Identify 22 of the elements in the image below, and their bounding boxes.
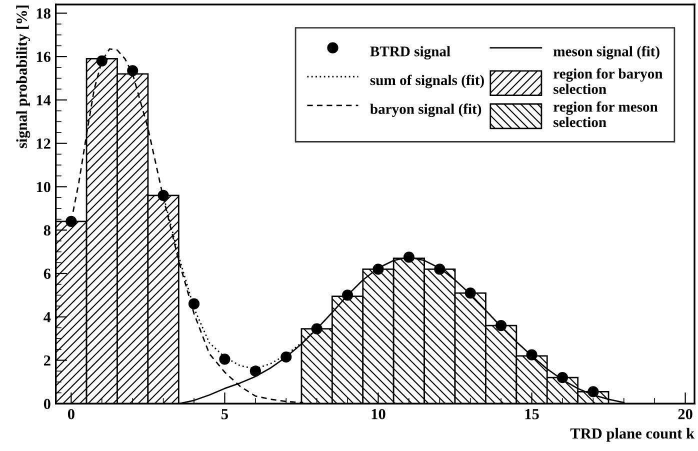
y-axis-title: signal probability [%] <box>16 6 30 148</box>
y-tick-label: 4 <box>44 312 51 322</box>
legend-label: baryon signal (fit) <box>370 104 482 118</box>
legend-label: sum of signals (fit) <box>370 74 484 88</box>
legend-label: region for meson selection <box>554 101 658 128</box>
y-tick-label: 12 <box>36 138 50 149</box>
y-tick-label: 16 <box>36 52 51 62</box>
x-tick-label: 20 <box>678 408 692 420</box>
y-tick-label: 18 <box>36 8 50 19</box>
x-tick-label: 10 <box>372 408 386 420</box>
legend-label: meson signal (fit) <box>554 46 660 60</box>
y-tick-label: 6 <box>44 268 51 279</box>
y-tick-label: 2 <box>44 355 50 366</box>
x-tick-label: 5 <box>222 409 228 420</box>
y-tick-label: 14 <box>36 95 51 106</box>
y-tick-label: 8 <box>44 225 50 236</box>
y-tick-label: 10 <box>36 182 50 192</box>
x-axis-title: TRD plane count k <box>570 428 694 442</box>
legend-label: BTRD signal <box>370 46 450 60</box>
y-tick-label: 0 <box>44 398 50 410</box>
x-tick-label: 15 <box>525 409 539 420</box>
x-tick-label: 0 <box>68 408 74 420</box>
